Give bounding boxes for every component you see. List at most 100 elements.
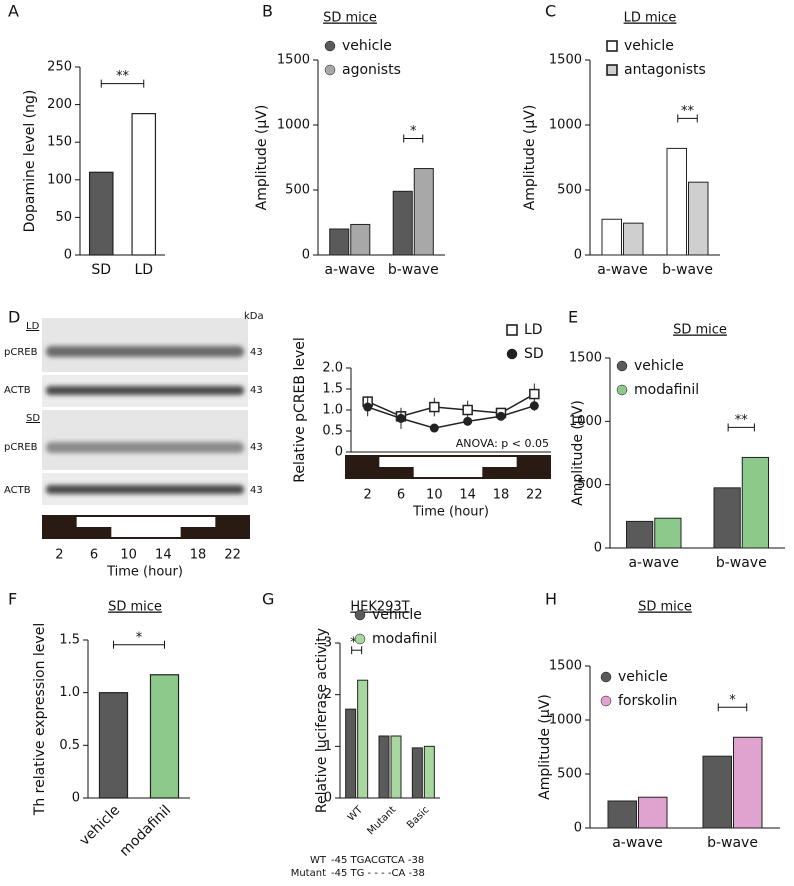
y-tick-label: 0 bbox=[574, 821, 582, 836]
point bbox=[462, 404, 473, 416]
blot-protein: pCREB bbox=[4, 347, 38, 358]
blot-strip bbox=[42, 318, 248, 372]
bar bbox=[378, 735, 390, 799]
y-tick-label: 0.5 bbox=[59, 738, 80, 753]
legend-label: LD bbox=[524, 322, 543, 338]
legend-marker bbox=[606, 40, 618, 52]
bar bbox=[390, 735, 402, 799]
series-line bbox=[367, 405, 535, 429]
blot-band bbox=[46, 346, 244, 357]
y-tick-label: 100 bbox=[47, 172, 72, 187]
significance-label: ** bbox=[681, 104, 695, 119]
bar bbox=[733, 736, 763, 829]
y-tick-label: 500 bbox=[557, 183, 582, 198]
y-axis-label: Dopamine level (ng) bbox=[22, 90, 38, 233]
bar bbox=[688, 181, 709, 256]
legend-label: modafinil bbox=[372, 631, 437, 647]
bar bbox=[350, 223, 371, 256]
blot-time-tick: 6 bbox=[90, 548, 98, 563]
y-tick-label: 1.5 bbox=[59, 633, 80, 648]
bar bbox=[329, 228, 350, 256]
bar bbox=[638, 796, 668, 829]
x-tick-label: 10 bbox=[426, 488, 443, 503]
y-tick-label: 3 bbox=[324, 636, 332, 651]
blot-group: LD bbox=[26, 321, 40, 332]
bar bbox=[392, 190, 413, 256]
blot-strip bbox=[42, 410, 248, 470]
y-tick-label: 1.0 bbox=[59, 685, 80, 700]
point bbox=[529, 388, 540, 400]
bar bbox=[345, 708, 357, 799]
point bbox=[463, 416, 473, 426]
blot-protein: ACTB bbox=[4, 385, 31, 396]
y-tick-label: 0 bbox=[72, 791, 80, 806]
x-tick-label: 14 bbox=[459, 488, 476, 503]
x-tick-label: modafinil bbox=[117, 802, 174, 859]
bar bbox=[88, 171, 114, 256]
bar bbox=[713, 487, 741, 549]
x-axis-label: Time (hour) bbox=[412, 505, 489, 520]
legend-marker bbox=[354, 633, 366, 645]
x-tick-label: WT bbox=[346, 804, 366, 824]
x-tick-label: vehicle bbox=[77, 802, 124, 849]
legend-label: agonists bbox=[342, 62, 401, 78]
y-tick-label: 0 bbox=[335, 445, 343, 460]
western-blot: LD pCREB ACTB SD pCREB ACTB kDa 43 43 43… bbox=[4, 311, 264, 580]
kda-header: kDa bbox=[244, 311, 264, 322]
legend-label: vehicle bbox=[634, 358, 684, 374]
x-tick-label: b-wave bbox=[707, 835, 758, 851]
blot-time-tick: 10 bbox=[120, 548, 137, 563]
y-tick-label: 1000 bbox=[549, 713, 582, 728]
y-axis-label: Th relative expression level bbox=[32, 623, 48, 816]
chart-title: SD mice bbox=[638, 600, 692, 615]
bar bbox=[149, 674, 180, 799]
y-tick-label: 200 bbox=[47, 97, 72, 112]
bar bbox=[423, 745, 435, 799]
bar bbox=[607, 800, 637, 829]
x-tick-label: b-wave bbox=[388, 262, 439, 278]
panel-label: E bbox=[568, 308, 578, 327]
y-tick-label: 0 bbox=[574, 248, 582, 263]
x-tick-label: 22 bbox=[526, 488, 543, 503]
chart-title: LD mice bbox=[624, 11, 677, 26]
panel-label: F bbox=[8, 590, 17, 609]
panel-label: D bbox=[8, 308, 20, 327]
x-tick-label: 6 bbox=[397, 488, 405, 503]
y-axis-label: Relative pCREB level bbox=[292, 337, 308, 483]
blot-time-tick: 14 bbox=[155, 548, 172, 563]
x-tick-label: LD bbox=[134, 262, 153, 278]
bar bbox=[411, 747, 423, 799]
chart-title: HEK293T bbox=[350, 600, 409, 615]
annotation: ANOVA: p < 0.05 bbox=[456, 437, 549, 450]
bar bbox=[357, 679, 369, 799]
y-tick-label: 1.0 bbox=[322, 403, 343, 418]
legend-label: vehicle bbox=[618, 669, 668, 685]
sequence-text: -45 TGACGTCA -38 bbox=[331, 855, 424, 866]
panel-label: C bbox=[545, 2, 556, 21]
legend-marker bbox=[616, 360, 628, 372]
y-tick-label: 1000 bbox=[569, 414, 602, 429]
significance-label: ** bbox=[735, 413, 749, 428]
bar bbox=[626, 520, 654, 549]
blot-time-tick: 18 bbox=[190, 548, 207, 563]
y-tick-label: 1000 bbox=[277, 118, 310, 133]
x-tick-label: SD bbox=[91, 262, 111, 278]
bar bbox=[654, 517, 682, 549]
light-phase bbox=[76, 517, 216, 527]
legend-label: vehicle bbox=[624, 38, 674, 54]
point bbox=[429, 401, 440, 413]
light-phase bbox=[413, 467, 483, 477]
x-tick-label: 18 bbox=[493, 488, 510, 503]
blot-band bbox=[46, 442, 244, 453]
bar bbox=[131, 113, 157, 256]
y-tick-label: 250 bbox=[47, 60, 72, 75]
y-tick-label: 0.5 bbox=[322, 424, 343, 439]
panel-label: B bbox=[262, 2, 273, 21]
y-tick-label: 1500 bbox=[549, 53, 582, 68]
chart-title: SD mice bbox=[108, 600, 162, 615]
legend-marker bbox=[324, 64, 336, 76]
y-tick-label: 1000 bbox=[549, 118, 582, 133]
point bbox=[396, 413, 406, 423]
blot-protein: pCREB bbox=[4, 442, 38, 453]
x-tick-label: Basic bbox=[405, 804, 432, 831]
